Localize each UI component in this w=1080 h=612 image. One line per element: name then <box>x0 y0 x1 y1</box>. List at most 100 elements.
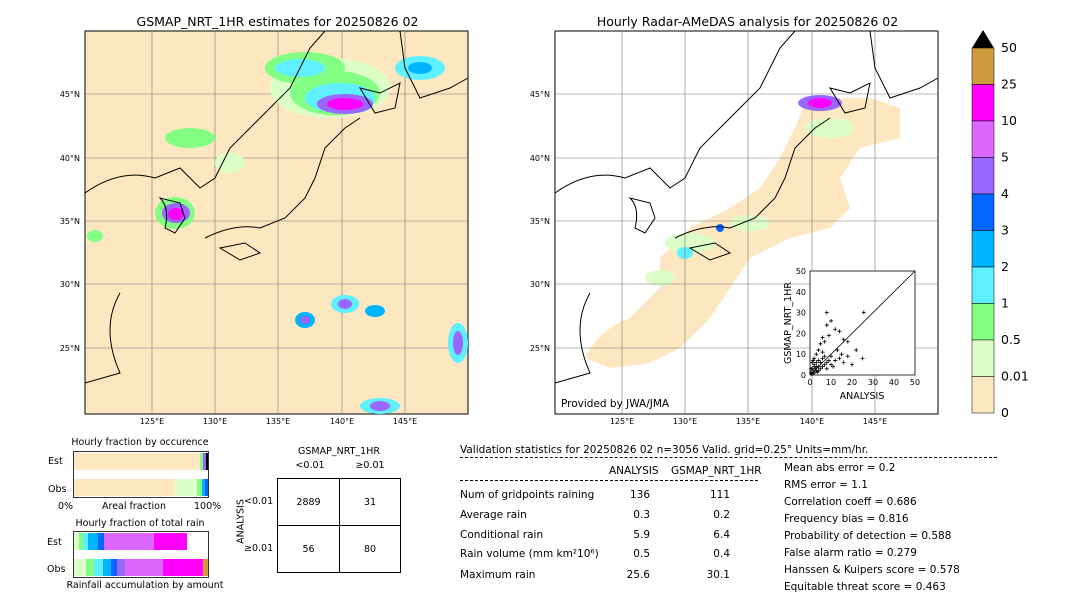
scatter-point <box>860 356 865 361</box>
scatter-point <box>822 362 827 367</box>
scatter-point <box>826 333 831 338</box>
scatter-point <box>829 354 833 359</box>
right-lat-label: 40°N <box>530 154 550 163</box>
scatter-point <box>824 310 829 315</box>
scatter-xlabel: ANALYSIS <box>840 391 885 402</box>
scatter-point <box>818 341 823 346</box>
amount-footer: Rainfall accumulation by amount <box>66 580 224 591</box>
scatter-x-tick: 30 <box>868 378 878 387</box>
scatter-point <box>811 358 816 363</box>
contingency-cell: 56 <box>302 544 315 555</box>
scatter-ylabel: GSMAP_NRT_1HR <box>783 282 794 364</box>
contingency-cell: 31 <box>363 497 377 508</box>
score-line: Frequency bias = 0.816 <box>784 513 909 525</box>
score-line: False alarm ratio = 0.279 <box>784 547 917 559</box>
scatter-point <box>845 354 850 359</box>
scatter-x-tick: 0 <box>807 378 812 387</box>
validation-row-label: Num of gridpoints raining <box>460 489 595 501</box>
contingency-col-label-0: <0.01 <box>295 460 325 471</box>
colorbar: 50 25 10 5 4 3 2 1 0.5 0.01 0 <box>971 30 1029 420</box>
right-lon-label: 125°E <box>610 417 634 426</box>
scatter-point <box>826 358 831 363</box>
colorbar-label: 10 <box>1001 113 1017 128</box>
left-lat-label: 25°N <box>60 344 80 353</box>
left-lon-label: 145°E <box>393 417 417 426</box>
scatter-point <box>816 348 821 353</box>
validation-row-gsmap: 0.2 <box>713 509 730 521</box>
occ-est-bar-dry <box>74 453 200 470</box>
colorbar-swatch <box>971 47 995 85</box>
left-lon-label: 125°E <box>140 417 164 426</box>
scatter-point <box>820 335 825 340</box>
validation-row-gsmap: 30.1 <box>706 569 730 581</box>
colorbar-swatch <box>971 266 995 304</box>
validation-row-label: Conditional rain <box>460 529 544 541</box>
validation-row-analysis: 5.9 <box>633 529 650 541</box>
scatter-point <box>816 358 821 363</box>
contingency-table: 2889 31 56 80 <box>277 478 401 573</box>
scatter-point <box>814 352 819 357</box>
scatter-x-tick: 40 <box>889 378 899 387</box>
scatter-point <box>810 371 815 376</box>
scatter-point <box>829 318 833 323</box>
validation-row-analysis: 0.5 <box>633 548 650 560</box>
scatter-plot: 0 10 20 30 40 50 0 10 20 30 40 50 ANALYSIS GSMAP_N… <box>783 267 920 402</box>
colorbar-label: 0 <box>1001 405 1009 420</box>
scatter-point <box>850 362 854 367</box>
validation-col-gsmap: GSMAP_NRT_1HR <box>671 465 762 477</box>
left-lat-label: 30°N <box>60 280 80 289</box>
scatter-point <box>822 339 827 344</box>
colorbar-swatch <box>971 120 995 158</box>
scatter-point <box>829 362 833 367</box>
validation-row-gsmap: 111 <box>709 489 730 501</box>
scatter-point <box>822 354 827 359</box>
scatter-point <box>818 360 823 365</box>
amt-row-label-obs: Obs <box>47 564 66 575</box>
scatter-point <box>839 352 844 357</box>
diagonal-line <box>809 270 916 376</box>
scatter-x-tick: 10 <box>826 378 836 387</box>
scatter-point <box>818 366 823 371</box>
occ-x-right: 100% <box>194 501 222 512</box>
scatter-x-tick: 50 <box>910 378 920 387</box>
right-lon-label: 130°E <box>673 417 697 426</box>
scatter-point <box>820 350 825 355</box>
amount-title: Hourly fraction of total rain <box>75 518 205 529</box>
left-lat-label: 45°N <box>60 90 80 99</box>
contingency-header: GSMAP_NRT_1HR <box>298 446 380 457</box>
contingency-cell: 80 <box>363 544 377 555</box>
validation-header-divider <box>460 457 997 458</box>
colorbar-label: 0.01 <box>1001 369 1029 384</box>
colorbar-swatch <box>971 157 995 195</box>
occ-row-label-est: Est <box>48 456 63 467</box>
right-map: 45°N 40°N 35°N 30°N 25°N 125°E 130°E 135… <box>530 30 939 426</box>
scatter-y-tick: 50 <box>796 267 806 276</box>
scatter-y-tick: 10 <box>796 350 806 359</box>
left-lon-label: 135°E <box>266 417 290 426</box>
contingency-row-label-1: ≥0.01 <box>244 543 274 554</box>
scatter-y-tick: 0 <box>801 371 806 380</box>
occurrence-title: Hourly fraction by occurence <box>71 437 209 448</box>
scatter-y-tick: 20 <box>796 329 806 338</box>
occ-row-label-obs: Obs <box>48 484 67 495</box>
scatter-y-tick: 30 <box>796 309 806 318</box>
validation-row-label: Average rain <box>460 509 527 521</box>
colorbar-swatch <box>971 376 995 414</box>
scatter-point <box>810 360 815 365</box>
colorbar-label: 0.5 <box>1001 332 1021 347</box>
colorbar-label: 2 <box>1001 259 1009 274</box>
right-lat-label: 30°N <box>530 280 550 289</box>
scatter-point <box>833 358 838 363</box>
validation-row-label: Rain volume (mm km²10⁶) <box>460 548 599 560</box>
colorbar-swatch <box>971 230 995 268</box>
left-map: 45°N 40°N 35°N 30°N 25°N 125°E 130°E 135… <box>60 30 469 426</box>
left-lon-label: 140°E <box>330 417 354 426</box>
scatter-point <box>814 364 819 369</box>
scatter-point <box>833 327 838 332</box>
occurrence-bars <box>73 451 209 498</box>
left-lat-label: 35°N <box>60 217 80 226</box>
contingency-cell: 2889 <box>296 497 321 508</box>
scatter-point <box>824 323 829 328</box>
left-lat-label: 40°N <box>60 154 80 163</box>
scatter-point <box>861 310 866 315</box>
